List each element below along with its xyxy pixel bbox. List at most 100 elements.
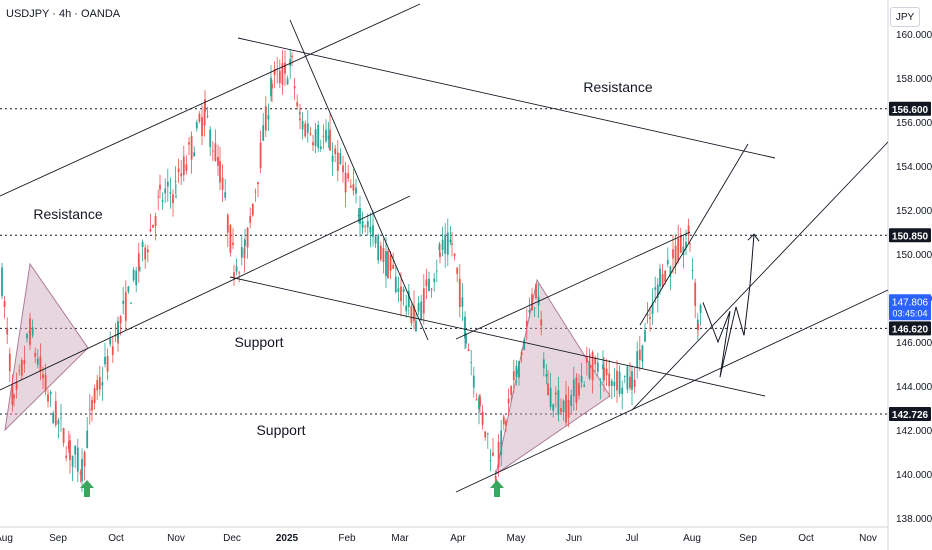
candle-body: [232, 242, 234, 245]
candle-body: [599, 384, 602, 386]
candle-body: [1, 267, 3, 296]
candle-body: [486, 433, 489, 435]
candle-body: [407, 290, 410, 307]
candle-body: [385, 251, 387, 277]
candle-body: [649, 317, 651, 319]
candle-body: [161, 200, 164, 202]
candle-body: [446, 232, 449, 255]
candle-body: [209, 129, 212, 148]
candle-body: [552, 404, 555, 411]
candle-body: [372, 225, 374, 237]
candle-body: [691, 270, 694, 271]
candle-body: [605, 368, 608, 376]
candle-body: [631, 371, 633, 390]
candle-body: [293, 86, 296, 89]
candle-body: [664, 270, 667, 282]
candle-body: [47, 394, 49, 402]
candle-body: [281, 63, 284, 85]
candle-body: [81, 459, 83, 482]
candle-body: [8, 353, 11, 372]
candle-body: [562, 400, 565, 413]
x-tick-label: May: [507, 533, 526, 544]
candle-body: [204, 99, 206, 112]
candle-body: [319, 146, 322, 149]
candle-body: [57, 420, 60, 425]
candle-body: [554, 392, 557, 395]
candle-body: [62, 427, 65, 443]
candle-body: [361, 221, 364, 228]
candle-body: [54, 401, 57, 426]
x-tick-label: Nov: [167, 533, 185, 544]
up-arrow-icon: [80, 480, 94, 497]
candle-body: [117, 321, 119, 338]
candle-body: [422, 288, 425, 314]
candle-body: [106, 356, 109, 372]
candle-body: [387, 251, 389, 279]
price-axis[interactable]: [888, 0, 932, 550]
candle-body: [510, 385, 513, 396]
candle-body: [629, 376, 631, 388]
candle-body: [505, 420, 507, 426]
candle-body: [244, 239, 246, 246]
candle-body: [344, 172, 347, 193]
candle-body: [317, 124, 320, 148]
candle-body: [132, 269, 135, 281]
candle-body: [661, 274, 664, 288]
candle-body: [327, 135, 330, 140]
candle-body: [219, 161, 221, 183]
candle-body: [172, 194, 174, 204]
candle-body: [481, 411, 484, 425]
candle-body: [347, 173, 350, 179]
trend-line: [289, 19, 429, 341]
candle-body: [96, 380, 99, 391]
x-tick-label: Jul: [626, 533, 639, 544]
candle-body: [122, 300, 125, 304]
candle-body: [405, 305, 408, 312]
candle-body: [193, 152, 196, 157]
candle-body: [636, 351, 639, 368]
candle-body: [369, 226, 372, 233]
candle-body: [342, 165, 344, 173]
candle-body: [425, 279, 428, 287]
candle-body: [677, 238, 680, 261]
candle-body: [413, 305, 415, 322]
candle-body: [613, 381, 616, 387]
y-tick-label: 158.000: [896, 74, 932, 85]
candle-body: [633, 379, 636, 387]
candle-body: [572, 379, 575, 397]
candle-body: [616, 370, 618, 391]
candle-body: [697, 324, 699, 330]
candle-body: [603, 367, 605, 381]
candle-body: [144, 247, 147, 260]
candle-body: [374, 236, 377, 244]
price-level-label: 146.620: [892, 324, 929, 335]
candle-body: [638, 349, 641, 360]
candle-body: [465, 333, 467, 344]
candle-body: [331, 155, 334, 162]
candle-body: [214, 143, 217, 161]
y-tick-label: 160.000: [896, 30, 932, 41]
currency-button[interactable]: JPY: [890, 7, 920, 27]
candle-body: [39, 356, 42, 371]
candle-body: [104, 356, 106, 365]
candle-body: [500, 430, 503, 455]
candle-body: [687, 225, 690, 236]
candle-body: [169, 192, 172, 194]
y-tick-label: 146.000: [896, 338, 932, 349]
candle-body: [610, 380, 613, 386]
y-tick-label: 138.000: [896, 514, 932, 525]
candle-body: [309, 133, 312, 135]
candle-body: [174, 180, 177, 182]
candle-body: [254, 191, 257, 193]
candle-body: [284, 62, 286, 74]
candle-body: [177, 168, 180, 173]
x-tick-label: Aug: [683, 533, 701, 544]
bar-countdown-label: 03:45:04: [892, 308, 927, 318]
candle-body: [580, 375, 583, 383]
candle-body: [166, 181, 169, 187]
y-tick-label: 150.000: [896, 250, 932, 261]
candle-body: [175, 196, 177, 198]
candle-body: [472, 375, 475, 388]
candle-body: [528, 310, 531, 313]
